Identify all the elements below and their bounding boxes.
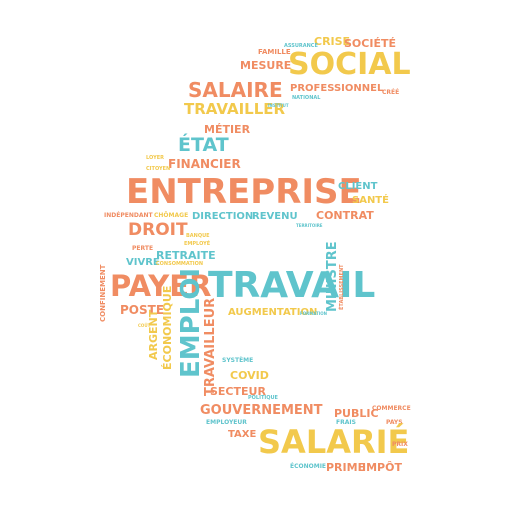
word-crise: CRISE [314, 35, 351, 48]
word-direction: DIRECTION [192, 211, 254, 222]
word-poste: POSTE [120, 303, 165, 317]
word-employe: EMPLOYÉ [184, 241, 211, 247]
word-formation: FORMATION [300, 311, 327, 316]
word-economique: ÉCONOMIQUE [161, 285, 174, 370]
word-travail: TRAVAIL [208, 265, 376, 306]
word-etablissement: ÉTABLISSEMENT [339, 264, 345, 310]
word-chomage: CHÔMAGE [154, 212, 189, 219]
word-banque: BANQUE [186, 233, 210, 239]
word-systeme: SYSTÈME [222, 357, 254, 364]
word-augmentation: AUGMENTATION [228, 307, 318, 318]
word-retraite: RETRAITE [156, 249, 216, 262]
word-institut: INSTITUT [268, 103, 289, 108]
word-travailler: TRAVAILLER [184, 100, 286, 118]
word-national: NATIONAL [292, 95, 321, 101]
word-metier: MÉTIER [204, 123, 251, 136]
word-vivre: VIVRE [126, 257, 160, 268]
word-employeur: EMPLOYEUR [206, 419, 247, 426]
word-assurance: ASSURANCE [284, 43, 318, 49]
word-independant: INDÉPENDANT [104, 212, 153, 219]
word-salaire: SALAIRE [188, 78, 283, 102]
word-argent: ARGENT [147, 309, 160, 360]
word-revenu: REVENU [252, 211, 298, 222]
word-societe: SOCIÉTÉ [344, 37, 396, 50]
word-prime: PRIME [326, 461, 366, 474]
word-travailleur: TRAVAILLEUR [203, 297, 218, 396]
word-covid: COVID [230, 369, 269, 382]
word-pays: PAYS [386, 419, 403, 426]
word-payer: PAYER [110, 269, 212, 303]
word-cout: COÛT [138, 323, 151, 328]
word-territoire: TERRITOIRE [296, 223, 323, 228]
word-economie: ÉCONOMIE [290, 463, 327, 470]
word-financier: FINANCIER [168, 157, 241, 171]
word-loyer: LOYER [146, 155, 164, 161]
word-commerce: COMMERCE [372, 405, 411, 412]
word-cree: CRÉÉ [382, 89, 400, 96]
word-gouvernement: GOUVERNEMENT [200, 403, 323, 418]
word-prix: PRIX [392, 441, 408, 448]
word-politique: POLITIQUE [248, 395, 278, 401]
word-salarie: SALARIÉ [258, 423, 410, 461]
word-taxe: TAXE [228, 429, 257, 440]
word-frais: FRAIS [336, 419, 356, 426]
word-perte: PERTE [132, 245, 154, 252]
word-consommation: CONSOMMATION [156, 261, 204, 267]
word-client: CLIENT [338, 181, 378, 192]
word-secteur: SECTEUR [210, 385, 266, 398]
word-mesure: MESURE [240, 59, 292, 72]
word-citoyen: CITOYEN [146, 166, 171, 172]
word-famille: FAMILLE [258, 48, 291, 56]
word-contrat: CONTRAT [316, 209, 374, 222]
word-impot: IMPÔT [362, 461, 402, 474]
word-professionnel: PROFESSIONNEL [290, 83, 384, 94]
word-social: SOCIAL [288, 47, 411, 82]
word-etat: ÉTAT [178, 134, 229, 156]
word-public: PUBLIC [334, 407, 379, 420]
word-emploi: EMPLOI [176, 267, 206, 378]
word-entreprise: ENTREPRISE [126, 172, 362, 212]
word-confinement: CONFINEMENT [99, 264, 107, 322]
word-droit: DROIT [128, 220, 188, 240]
word-sante: SANTÉ [352, 195, 389, 206]
word-ministre: MINISTRE [325, 241, 340, 312]
